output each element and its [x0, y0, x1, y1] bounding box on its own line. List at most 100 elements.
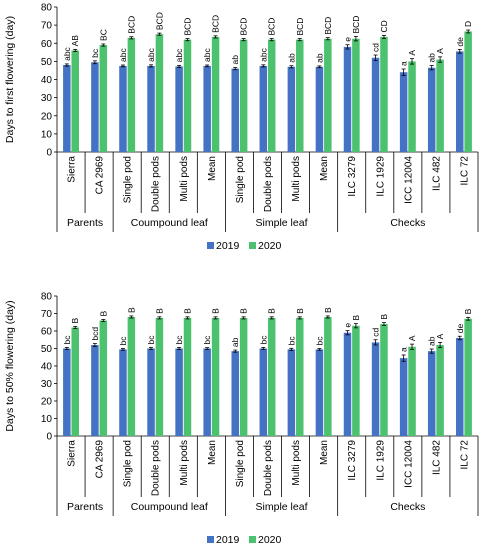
y-tick-label: 30: [41, 379, 53, 390]
bar-2019-4: [147, 65, 155, 152]
legend-label: 2019: [216, 534, 240, 546]
category-label: Sierra: [67, 440, 78, 467]
significance-letter: abc: [118, 48, 128, 62]
y-tick-label: 50: [41, 344, 53, 355]
y-tick-label: 0: [46, 432, 52, 443]
significance-letter: D: [463, 21, 473, 27]
bar-2019-14: [427, 67, 436, 152]
group-label: Parents: [67, 217, 103, 229]
bar-2020-5: [183, 39, 192, 152]
category-label: ILC 3279: [347, 156, 358, 197]
bar-2019-6: [203, 348, 211, 436]
significance-letter: BCD: [267, 18, 277, 36]
y-tick-label: 40: [41, 362, 53, 373]
category-label: CA 2969: [95, 156, 106, 195]
significance-letter: B: [98, 310, 108, 316]
significance-letter: BCD: [295, 18, 305, 36]
bar-2019-11: [343, 332, 352, 436]
significance-letter: B: [351, 315, 361, 321]
bar-2019-14: [427, 351, 436, 436]
y-tick-label: 10: [41, 129, 53, 140]
significance-letter: B: [239, 308, 249, 314]
significance-letter: BCD: [239, 18, 249, 36]
significance-letter: bc: [258, 335, 268, 345]
legend-swatch-2019: [207, 536, 214, 543]
category-label: Mean: [319, 156, 330, 181]
significance-letter: bc: [118, 336, 128, 346]
bar-2019-3: [119, 65, 127, 152]
bar-2019-15: [456, 51, 464, 152]
bar-2019-8: [259, 65, 268, 152]
bar-2020-7: [239, 39, 248, 152]
bar-2020-10: [324, 317, 332, 436]
significance-letter: BC: [98, 29, 108, 41]
significance-letter: B: [295, 308, 305, 314]
significance-letter: bc: [314, 336, 324, 346]
legend-label: 2020: [258, 240, 282, 252]
category-label: ILC 482: [431, 440, 442, 475]
bar-2020-7: [239, 317, 248, 436]
bar-2019-12: [371, 57, 380, 152]
bar-2019-1: [63, 348, 71, 436]
legend-swatch-2020: [249, 242, 256, 249]
y-tick-label: 40: [41, 75, 53, 86]
bar-2020-6: [211, 36, 220, 152]
category-label: Single pod: [123, 440, 134, 487]
bar-2020-8: [267, 317, 276, 436]
bar-2019-2: [91, 62, 99, 152]
significance-letter: bc: [286, 336, 296, 346]
category-label: Multi pods: [291, 156, 302, 202]
category-label: ILC 482: [431, 156, 442, 191]
significance-letter: AB: [70, 35, 80, 47]
legend-label: 2019: [216, 240, 240, 252]
bar-2020-15: [464, 31, 472, 152]
y-tick-label: 20: [41, 111, 53, 122]
bar-2019-13: [399, 72, 408, 152]
category-label: Multi pods: [179, 440, 190, 486]
significance-letter: cd: [371, 328, 381, 337]
y-tick-label: 60: [41, 327, 53, 338]
bar-2019-6: [203, 65, 211, 152]
significance-letter: B: [154, 308, 164, 314]
significance-letter: B: [70, 317, 80, 323]
significance-letter: A: [407, 335, 417, 341]
bar-2020-4: [155, 317, 164, 436]
significance-letter: BCD: [323, 17, 333, 35]
significance-letter: A: [435, 333, 445, 339]
significance-letter: a: [399, 61, 409, 66]
group-label: Coumpound leaf: [131, 501, 208, 513]
category-label: Mean: [207, 156, 218, 181]
category-label: Sierra: [67, 156, 78, 183]
significance-letter: abc: [174, 48, 184, 62]
group-label: Simple leaf: [256, 217, 308, 229]
category-label: ICC 12004: [403, 156, 414, 204]
bar-2020-8: [267, 39, 276, 152]
group-label: Simple leaf: [256, 501, 308, 513]
significance-letter: bc: [90, 48, 100, 58]
category-label: ILC 1929: [375, 156, 386, 197]
y-tick-label: 50: [41, 57, 53, 68]
bar-2020-12: [380, 36, 388, 152]
y-tick-label: 70: [41, 309, 53, 320]
significance-letter: ab: [230, 337, 240, 347]
significance-letter: B: [267, 308, 277, 314]
bar-2020-14: [436, 345, 444, 436]
bar-2019-7: [231, 351, 239, 436]
category-label: Multi pods: [179, 156, 190, 202]
category-label: ICC 12004: [403, 440, 414, 488]
bar-2019-11: [343, 46, 352, 152]
category-label: Single pod: [235, 440, 246, 487]
bar-2020-3: [127, 317, 136, 436]
category-label: Single pod: [235, 156, 246, 203]
y-tick-label: 0: [46, 148, 52, 159]
legend-label: 2020: [258, 534, 282, 546]
y-tick-label: 20: [41, 397, 53, 408]
bar-2019-1: [63, 65, 71, 152]
significance-letter: bc: [202, 335, 212, 345]
category-label: CA 2969: [95, 440, 106, 479]
y-tick-label: 80: [41, 292, 53, 303]
bar-2020-3: [127, 37, 136, 152]
y-tick-label: 30: [41, 93, 53, 104]
bar-2020-9: [296, 39, 304, 152]
group-label: Parents: [67, 501, 103, 513]
